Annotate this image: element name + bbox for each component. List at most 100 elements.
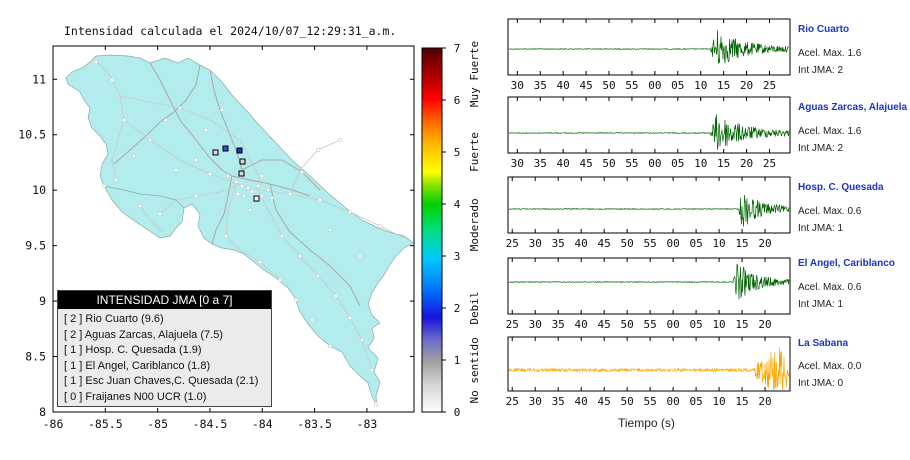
station-name: Aguas Zarcas, Alajuela [798, 102, 908, 113]
waveform-tick-label: 00 [666, 395, 679, 408]
waveform-tick-label: 35 [552, 237, 565, 250]
y-tick-label: 9 [39, 294, 46, 308]
y-tick-label: 9.5 [25, 239, 46, 253]
colorbar-category-label: Moderado [468, 198, 481, 251]
waveform-tick-label: 25 [506, 237, 519, 250]
colorbar-category-label: Muy Fuerte [468, 41, 481, 107]
waveform-panel: 30 35 40 45 50 55 00 05 10 15 20 25 [507, 96, 791, 170]
colorbar-category-label: Debil [468, 291, 481, 324]
waveform-tick-label: 20 [740, 157, 753, 170]
waveform-tick-label: 25 [506, 318, 519, 331]
waveform-tick-label: 40 [557, 157, 570, 170]
y-tick-label: 10.5 [18, 128, 46, 142]
waveform-tick-label: 25 [506, 395, 519, 408]
x-tick-label: -85.5 [88, 417, 123, 431]
waveform-tick-label: 20 [758, 395, 771, 408]
waveform-tick-label: 30 [511, 157, 524, 170]
station-jma: Int JMA: 0 [798, 378, 844, 389]
waveform-tick-label: 45 [598, 318, 611, 331]
x-tick-label: -83.5 [297, 417, 332, 431]
waveform-tick-label: 50 [602, 157, 615, 170]
waveform-tick-label: 50 [621, 318, 634, 331]
station-accel: Acel. Max. 1.6 [798, 126, 862, 137]
waveform-tick-label: 55 [644, 237, 657, 250]
waveform-panel: 25 30 35 40 45 50 55 00 05 10 15 20 [506, 336, 791, 408]
waveform-tick-label: 05 [671, 79, 684, 92]
waveform-tick-label: 55 [644, 318, 657, 331]
waveform-trace [508, 114, 790, 150]
x-tick-label: -86 [43, 417, 64, 431]
station-jma: Int JMA: 1 [798, 223, 844, 234]
station-fraijanes [253, 195, 260, 202]
colorbar-tick-label: 1 [454, 354, 461, 367]
colorbar-categories: No sentido Debil Moderado Fuerte Muy Fuerte [468, 41, 481, 404]
waveform-tick-label: 50 [602, 79, 615, 92]
station-accel: Acel. Max. 1.6 [798, 48, 862, 59]
colorbar-tick-label: 3 [454, 250, 461, 263]
waveform-trace [508, 347, 790, 391]
waveform-tick-label: 10 [694, 79, 707, 92]
y-tick-label: 8 [39, 405, 46, 419]
intensity-legend: INTENSIDAD JMA [0 a 7] [ 2 ] Rio Cuarto … [57, 290, 272, 407]
waveform-tick-label: 30 [511, 79, 524, 92]
waveform-tick-label: 05 [689, 395, 702, 408]
station-name: Hosp. C. Quesada [798, 182, 884, 193]
waveform-tick-label: 35 [534, 79, 547, 92]
station-jma: Int JMA: 1 [798, 299, 844, 310]
waveform-panels: 30 35 40 45 50 55 00 05 10 15 20 25 30 35 40 45 50 55 00 05… [506, 18, 791, 408]
waveform-tick-label: 15 [735, 318, 748, 331]
waveform-panel: 30 35 40 45 50 55 00 05 10 15 20 25 [507, 18, 791, 92]
costa-rica-land [65, 54, 414, 407]
waveform-trace [508, 194, 790, 227]
colorbar-tick-label: 7 [454, 42, 461, 55]
colorbar-tick-label: 4 [454, 198, 461, 211]
intensity-colorbar [421, 47, 443, 413]
legend-entry: [ 1 ] Hosp. C. Quesada (1.9) [64, 344, 202, 356]
station-juan-chaves [238, 170, 245, 177]
waveform-tick-label: 25 [763, 79, 776, 92]
waveform-tick-label: 55 [625, 79, 638, 92]
waveform-frame [507, 176, 791, 234]
x-tick-label: -85 [147, 417, 168, 431]
x-tick-label: -84 [252, 417, 273, 431]
waveform-tick-label: 35 [534, 157, 547, 170]
station-accel: Acel. Max. 0.0 [798, 361, 862, 372]
station-accel: Acel. Max. 0.6 [798, 206, 862, 217]
legend-title: INTENSIDAD JMA [0 a 7] [58, 291, 271, 309]
waveform-tick-label: 30 [529, 318, 542, 331]
colorbar-category-label: No sentido [468, 337, 481, 403]
waveform-tick-label: 35 [552, 395, 565, 408]
waveform-tick-label: 00 [666, 237, 679, 250]
waveform-tick-label: 35 [552, 318, 565, 331]
waveform-tick-label: 25 [763, 157, 776, 170]
waveform-panel: 25 30 35 40 45 50 55 00 05 10 15 20 [506, 176, 791, 250]
colorbar-tick-label: 2 [454, 302, 461, 315]
waveform-tick-label: 15 [735, 237, 748, 250]
colorbar-tick-label: 6 [454, 94, 461, 107]
legend-entry: [ 0 ] Fraijanes N00 UCR (1.0) [64, 390, 207, 403]
station-rio-cuarto [236, 147, 243, 154]
waveform-tick-label: 20 [740, 79, 753, 92]
station-el-angel [239, 158, 246, 165]
waveform-tick-label: 45 [579, 79, 592, 92]
colorbar-category-label: Fuerte [468, 132, 481, 172]
map-y-axis: 11 10.5 10 9.5 9 8.5 8 [18, 72, 414, 419]
waveform-frame [507, 336, 791, 392]
waveform-tick-label: 00 [648, 79, 661, 92]
waveform-tick-label: 15 [717, 157, 730, 170]
waveform-tick-label: 05 [689, 237, 702, 250]
waveform-panel: 25 30 35 40 45 50 55 00 05 10 15 20 [506, 257, 791, 331]
waveform-tick-label: 10 [712, 395, 725, 408]
station-name: Rio Cuarto [798, 24, 850, 35]
waveform-tick-label: 20 [758, 237, 771, 250]
waveform-tick-label: 50 [621, 395, 634, 408]
waveform-tick-label: 40 [575, 318, 588, 331]
colorbar-tick-label: 0 [454, 406, 461, 419]
waveform-tick-label: 05 [671, 157, 684, 170]
waveform-tick-label: 30 [529, 395, 542, 408]
station-jma: Int JMA: 2 [798, 143, 844, 154]
waveform-frame [507, 96, 791, 154]
waveform-tick-label: 40 [557, 79, 570, 92]
y-tick-label: 11 [32, 72, 46, 86]
